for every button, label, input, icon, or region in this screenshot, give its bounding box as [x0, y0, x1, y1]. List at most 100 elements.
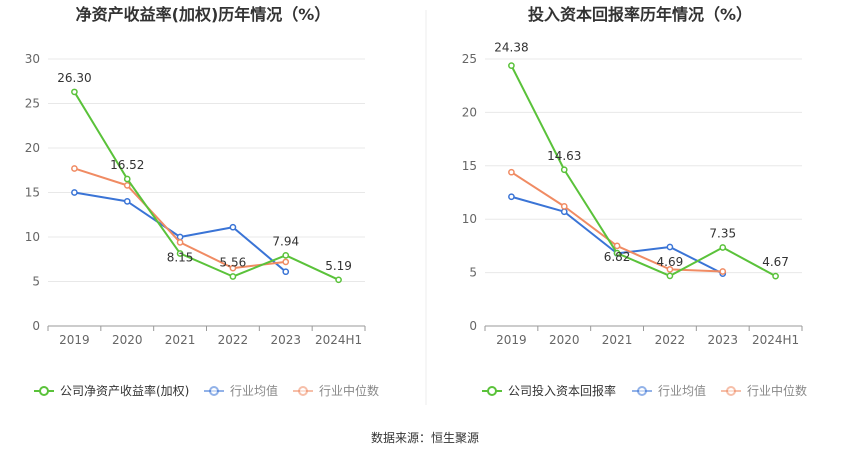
y-tick-label: 0: [32, 319, 40, 333]
roe-chart: 净资产收益率(加权)历年情况（%） 0 5 10 15 20 25 30 2019 2020 202…: [25, 5, 379, 398]
data-point: [71, 189, 78, 196]
data-label: 24.38: [494, 41, 528, 55]
legend-label: 行业均值: [230, 383, 278, 398]
y-tick-label: 10: [25, 230, 40, 244]
data-point: [229, 223, 237, 231]
y-tick-label: 0: [469, 319, 477, 333]
y-tick-label: 5: [469, 266, 477, 280]
data-point: [71, 165, 78, 172]
data-label: 7.35: [709, 227, 736, 241]
data-point: [71, 88, 78, 96]
chart-title: 净资产收益率(加权)历年情况（%）: [76, 5, 331, 24]
y-tick-label: 20: [25, 141, 40, 155]
legend-swatch-marker: [298, 386, 308, 396]
legend-label: 行业均值: [658, 383, 706, 398]
data-label: 26.30: [57, 71, 91, 85]
data-point: [282, 251, 290, 259]
data-label: 4.67: [762, 255, 789, 269]
y-tick-label: 25: [25, 97, 40, 111]
legend-swatch-marker: [487, 386, 497, 396]
data-point: [335, 276, 342, 284]
y-tick-label: 30: [25, 52, 40, 66]
series-line: [73, 91, 340, 281]
legend-label: 行业中位数: [319, 383, 379, 398]
roic-chart: 投入资本回报率历年情况（%） 0 5 10 15 20 25 2019 2020 2021 2022…: [462, 5, 807, 398]
x-tick-label: 2021: [165, 333, 196, 347]
data-label: 14.63: [547, 149, 581, 163]
legend-swatch-marker: [39, 386, 49, 396]
legend-swatch-marker: [637, 386, 647, 396]
data-point: [123, 182, 131, 189]
series-company: 26.30 16.52 8.15 5.56 7.94 5.19: [57, 71, 352, 284]
data-point: [508, 62, 515, 69]
legend-label: 公司投入资本回报率: [508, 383, 616, 398]
x-tick-label: 2023: [270, 333, 301, 347]
gridlines: [485, 58, 802, 274]
data-label: 6.82: [604, 250, 631, 264]
legend-item-industry_avg: 行业均值: [632, 383, 706, 398]
data-point: [560, 166, 568, 174]
legend-item-industry_median: 行业中位数: [721, 383, 807, 398]
data-point: [666, 243, 674, 251]
series-industry_median: [508, 168, 727, 275]
legend-label: 公司净资产收益率(加权): [60, 383, 189, 398]
x-tick-label: 2022: [218, 333, 249, 347]
data-point: [613, 249, 621, 257]
x-tick-label: 2020: [549, 333, 580, 347]
y-axis: 0 5 10 15 20 25: [462, 52, 477, 333]
legend-item-industry_median: 行业中位数: [293, 383, 379, 398]
legend-item-industry_avg: 行业均值: [204, 383, 278, 398]
data-point: [176, 233, 184, 241]
gridlines: [48, 58, 365, 282]
x-tick-label: 2019: [496, 333, 527, 347]
chart-title: 投入资本回报率历年情况（%）: [528, 5, 752, 24]
x-tick-label: 2022: [655, 333, 686, 347]
y-tick-label: 25: [462, 52, 477, 66]
x-tick-label: 2023: [707, 333, 738, 347]
y-tick-label: 15: [25, 186, 40, 200]
data-point: [176, 250, 184, 257]
series-industry_median: [71, 165, 290, 272]
legend-item-company: 公司投入资本回报率: [482, 383, 616, 398]
data-point: [508, 193, 515, 201]
data-label: 5.56: [220, 256, 247, 270]
data-point: [508, 168, 515, 176]
legend: 公司投入资本回报率 行业均值 行业中位数: [482, 383, 807, 398]
x-tick-label: 2024H1: [315, 333, 362, 347]
x-axis: 2019 2020 2021 2022 2023 2024H1: [484, 325, 803, 347]
data-point: [560, 208, 568, 216]
data-label: 7.94: [272, 234, 299, 248]
data-point: [613, 242, 621, 250]
legend-swatch-marker: [209, 386, 219, 396]
data-point: [229, 264, 237, 272]
source-note: 数据来源：恒生聚源: [371, 430, 479, 445]
data-point: [719, 268, 727, 275]
data-point: [560, 203, 568, 210]
x-tick-label: 2020: [112, 333, 143, 347]
x-axis: 2019 2020 2021 2022 2023 2024H1: [47, 325, 366, 347]
y-tick-label: 10: [462, 212, 477, 226]
legend-item-company: 公司净资产收益率(加权): [34, 383, 189, 398]
data-point: [666, 266, 674, 273]
series-industry_avg: [71, 189, 290, 276]
data-point: [176, 238, 184, 246]
series-line: [510, 65, 777, 278]
data-label: 8.15: [167, 250, 194, 264]
y-tick-label: 20: [462, 105, 477, 119]
y-tick-label: 15: [462, 159, 477, 173]
data-label: 4.69: [657, 255, 684, 269]
data-point: [229, 273, 237, 280]
x-tick-label: 2021: [602, 333, 633, 347]
y-axis: 0 5 10 15 20 25 30: [25, 52, 40, 333]
series-company: 24.38 14.63 6.82 4.69 7.35 4.67: [494, 41, 789, 280]
data-point: [282, 268, 290, 276]
data-point: [282, 258, 290, 266]
data-point: [123, 198, 131, 205]
legend-swatch-marker: [726, 386, 736, 396]
data-point: [719, 244, 727, 251]
data-point: [123, 175, 131, 183]
legend-label: 行业中位数: [747, 383, 807, 398]
x-tick-label: 2019: [59, 333, 90, 347]
legend: 公司净资产收益率(加权) 行业均值 行业中位数: [34, 383, 379, 398]
